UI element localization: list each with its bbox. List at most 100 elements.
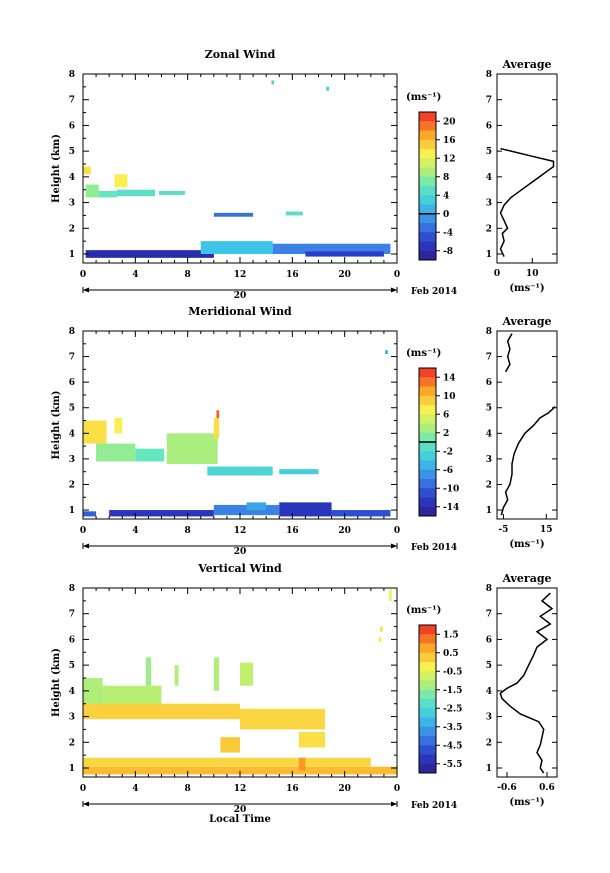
colorbar-tick-label: -5.5 [443, 760, 462, 770]
colorbar-segment [419, 186, 436, 196]
date-month-label: Feb 2014 [411, 543, 457, 553]
date-arrow-left [83, 543, 89, 549]
y-tick-label: 5 [69, 404, 75, 414]
y-tick-label: 8 [69, 327, 75, 337]
colorbar-segment [419, 745, 436, 755]
colorbar-segment [419, 368, 436, 378]
x-tick-label: 20 [338, 784, 351, 794]
profile-y-tick-label: 4 [486, 429, 492, 439]
colorbar-tick-label: 12 [443, 154, 456, 164]
colorbar-segment [419, 662, 436, 672]
y-tick-label: 2 [69, 224, 75, 234]
profile-y-tick-label: 2 [486, 738, 492, 748]
date-arrow-left [83, 287, 89, 293]
colorbar-segment [419, 479, 436, 489]
y-tick-label: 7 [69, 96, 75, 106]
profile-x-tick-label: -0.6 [497, 783, 516, 793]
colorbar-segment [419, 460, 436, 471]
profile-x-tick-label: 15 [540, 525, 553, 535]
x-tick-label: 8 [185, 270, 191, 280]
profile-y-tick-label: 7 [486, 96, 492, 106]
colorbar-tick-label: -8 [443, 247, 453, 257]
colorbar-segment [419, 451, 436, 461]
profile-title: Average [501, 572, 551, 585]
data-block [246, 502, 267, 511]
x-tick-label: 8 [185, 526, 191, 536]
profile-title: Average [501, 315, 551, 328]
colorbar-tick-label: -3.5 [443, 723, 462, 733]
colorbar-frame [418, 111, 437, 261]
colorbar-segment [419, 497, 436, 508]
data-block [285, 211, 303, 216]
x-tick-label: 12 [234, 270, 247, 280]
average-profile-line [499, 147, 555, 257]
data-block [298, 757, 306, 771]
colorbar-tick-label: -6 [443, 466, 453, 476]
plot-frame [82, 330, 398, 520]
data-block [385, 350, 388, 355]
x-tick-label: 20 [338, 270, 351, 280]
colorbar-tick-label: 4 [443, 191, 449, 201]
colorbar-tick-label: -2 [443, 447, 453, 457]
profile-y-tick-label: 1 [486, 764, 492, 774]
average-profile-line [499, 592, 554, 774]
colorbar-tick-label: -2.5 [443, 704, 462, 714]
x-tick-label: 0 [80, 270, 86, 280]
y-tick-label: 8 [69, 584, 75, 594]
colorbar-segment [419, 130, 436, 141]
colorbar-segment [419, 699, 436, 709]
colorbar-tick-label: -4.5 [443, 741, 462, 751]
colorbar-segment [419, 652, 436, 663]
data-block [174, 665, 179, 686]
colorbar-tick-label: 2 [443, 429, 449, 439]
profile-unit-label: (ms⁻¹) [509, 539, 544, 550]
data-block [298, 732, 326, 748]
profile-x-tick-label: 0 [494, 269, 500, 279]
colorbar-tick-label: 10 [443, 392, 456, 402]
colorbar-tick-label: -14 [443, 503, 459, 513]
data-block [114, 417, 123, 434]
profile-y-tick-label: 8 [486, 70, 492, 80]
data-block [96, 443, 136, 462]
average-profile-line [500, 406, 556, 516]
colorbar-segment [419, 414, 436, 424]
profile-y-tick-label: 8 [486, 584, 492, 594]
data-block [305, 251, 384, 257]
data-block [83, 757, 371, 767]
colorbar-segment [419, 167, 436, 178]
date-arrow-right [391, 287, 397, 293]
data-block [331, 510, 391, 517]
x-tick-label: 8 [185, 784, 191, 794]
colorbar-tick-label: 20 [443, 117, 456, 127]
y-tick-label: 4 [69, 173, 75, 183]
y-tick-label: 2 [69, 738, 75, 748]
average-profile-line-upper [504, 333, 513, 373]
colorbar-segment [419, 423, 436, 434]
y-axis-label: Height (km) [51, 391, 62, 460]
colorbar-segment [419, 213, 436, 224]
data-block [379, 626, 383, 632]
date-arrow-right [391, 543, 397, 549]
profile-y-tick-label: 6 [486, 635, 492, 645]
colorbar-segment [419, 736, 436, 746]
data-block [272, 243, 391, 254]
x-tick-label: 4 [132, 784, 138, 794]
profile-x-tick-label: -5 [498, 525, 508, 535]
profile-y-tick-label: 7 [486, 610, 492, 620]
colorbar-segment [419, 625, 436, 635]
colorbar-segment [419, 634, 436, 644]
data-block [213, 504, 280, 516]
profile-y-tick-label: 1 [486, 250, 492, 260]
colorbar-segment [419, 386, 436, 397]
y-tick-label: 7 [69, 610, 75, 620]
colorbar-segment [419, 232, 436, 242]
colorbar-segment [419, 671, 436, 681]
colorbar-segment [419, 223, 436, 233]
profile-frame [496, 587, 558, 778]
colorbar-segment [419, 395, 436, 406]
x-tick-label: 0 [80, 784, 86, 794]
colorbar-tick-label: 14 [443, 373, 456, 383]
colorbar-tick-label: 0.5 [443, 649, 459, 659]
data-block [200, 241, 273, 254]
